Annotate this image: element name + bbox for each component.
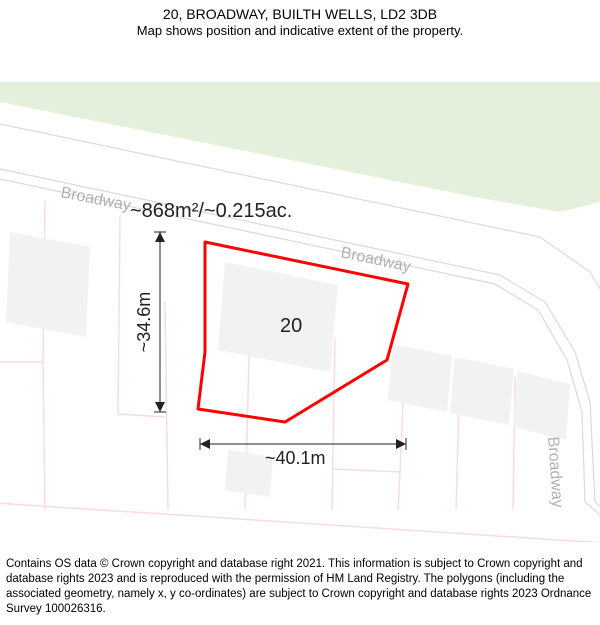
header: 20, BROADWAY, BUILTH WELLS, LD2 3DB Map … xyxy=(0,0,600,42)
house-number-label: 20 xyxy=(280,315,302,337)
building-footprint xyxy=(6,232,90,337)
height-dimension-label: ~34.6m xyxy=(134,292,154,353)
copyright-footer: Contains OS data © Crown copyright and d… xyxy=(0,551,600,625)
building-footprint xyxy=(450,357,514,425)
page-title: 20, BROADWAY, BUILTH WELLS, LD2 3DB xyxy=(0,6,600,22)
property-map: BroadwayBroadwayBroadway~868m²/~0.215ac.… xyxy=(0,42,600,551)
width-dimension-label: ~40.1m xyxy=(265,448,326,468)
page-subtitle: Map shows position and indicative extent… xyxy=(0,23,600,38)
map-svg: BroadwayBroadwayBroadway~868m²/~0.215ac.… xyxy=(0,42,600,542)
building-footprint xyxy=(388,344,452,412)
area-label: ~868m²/~0.215ac. xyxy=(130,200,292,222)
